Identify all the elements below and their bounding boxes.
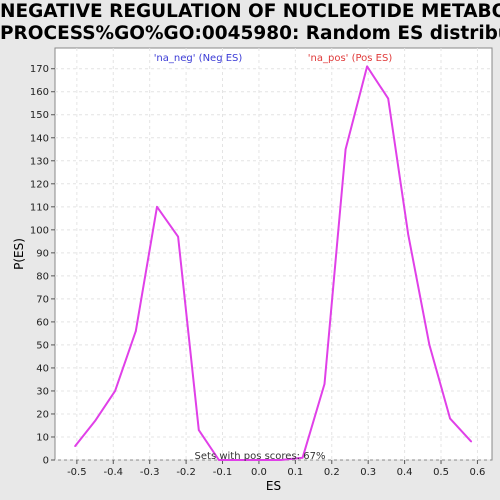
- data-point: [407, 233, 410, 236]
- y-tick-label: 20: [36, 409, 49, 420]
- x-tick-label: 0.3: [360, 467, 376, 478]
- series-line: [74, 65, 472, 461]
- x-tick-label: 0.1: [287, 467, 303, 478]
- data-point: [135, 330, 137, 332]
- x-tick-label: -0.2: [176, 467, 196, 478]
- x-tick-label: -0.5: [67, 467, 87, 478]
- data-point: [74, 445, 76, 447]
- data-point: [258, 459, 260, 461]
- x-tick-label: -0.4: [104, 467, 124, 478]
- y-tick-label: 130: [30, 156, 49, 167]
- pos-scores-annotation: Sets with pos scores: 67%: [195, 451, 326, 462]
- y-tick-label: 160: [30, 87, 49, 98]
- data-point: [156, 206, 158, 208]
- data-point: [344, 148, 347, 151]
- x-tick-label: 0.2: [324, 467, 340, 478]
- y-tick-label: 60: [36, 317, 49, 328]
- y-axis: 0 10 20 30 40 50 60 70 80 90 100 110 120 130 140 150 160…: [30, 64, 55, 467]
- y-tick-label: 0: [43, 456, 49, 467]
- chart-title-line-1: NEGATIVE REGULATION OF NUCLEOTIDE METABO…: [0, 1, 500, 22]
- data-point: [470, 440, 473, 443]
- data-point: [279, 459, 282, 461]
- data-point: [449, 417, 451, 420]
- x-tick-label: -0.3: [140, 467, 160, 478]
- data-point: [177, 235, 179, 238]
- series-group: [74, 65, 473, 461]
- grid: [55, 48, 492, 461]
- data-point: [301, 456, 304, 459]
- y-tick-label: 80: [36, 271, 49, 282]
- data-point: [428, 344, 431, 346]
- y-tick-label: 40: [36, 363, 49, 374]
- x-tick-label: 0.0: [251, 467, 267, 478]
- data-point: [366, 65, 368, 68]
- x-axis-label: ES: [266, 479, 281, 493]
- legend-pos-es: 'na_pos' (Pos ES): [308, 53, 393, 64]
- data-point: [114, 390, 116, 392]
- y-tick-label: 120: [30, 179, 49, 190]
- x-tick-label: 0.5: [433, 467, 449, 478]
- plot-area: [54, 47, 493, 461]
- y-tick-label: 30: [36, 386, 49, 397]
- y-tick-label: 50: [36, 340, 49, 351]
- y-tick-label: 100: [30, 225, 49, 236]
- chart-title-line-2: PROCESS%GO%GO:0045980: Random ES distrib…: [0, 23, 500, 44]
- y-tick-label: 90: [36, 248, 49, 259]
- legend-neg-es: 'na_neg' (Neg ES): [154, 53, 243, 64]
- x-tick-label: 0.6: [469, 467, 485, 478]
- data-point: [94, 420, 96, 422]
- data-point: [198, 429, 200, 431]
- data-point: [218, 459, 220, 461]
- y-tick-label: 110: [30, 202, 49, 213]
- data-point: [323, 383, 326, 385]
- x-axis: -0.5 -0.4 -0.3 -0.2 -0.1 0.0 0.1 0.2 0.3 0.4 0.5 0.…: [67, 460, 485, 478]
- data-point: [239, 459, 242, 461]
- y-tick-label: 70: [36, 294, 49, 305]
- x-tick-label: 0.4: [397, 467, 413, 478]
- y-tick-label: 140: [30, 133, 49, 144]
- x-tick-label: -0.1: [213, 467, 233, 478]
- y-tick-label: 170: [30, 64, 49, 75]
- y-tick-label: 150: [30, 110, 49, 121]
- y-axis-label: P(ES): [12, 238, 26, 270]
- y-tick-label: 10: [36, 432, 49, 443]
- data-point: [387, 97, 390, 100]
